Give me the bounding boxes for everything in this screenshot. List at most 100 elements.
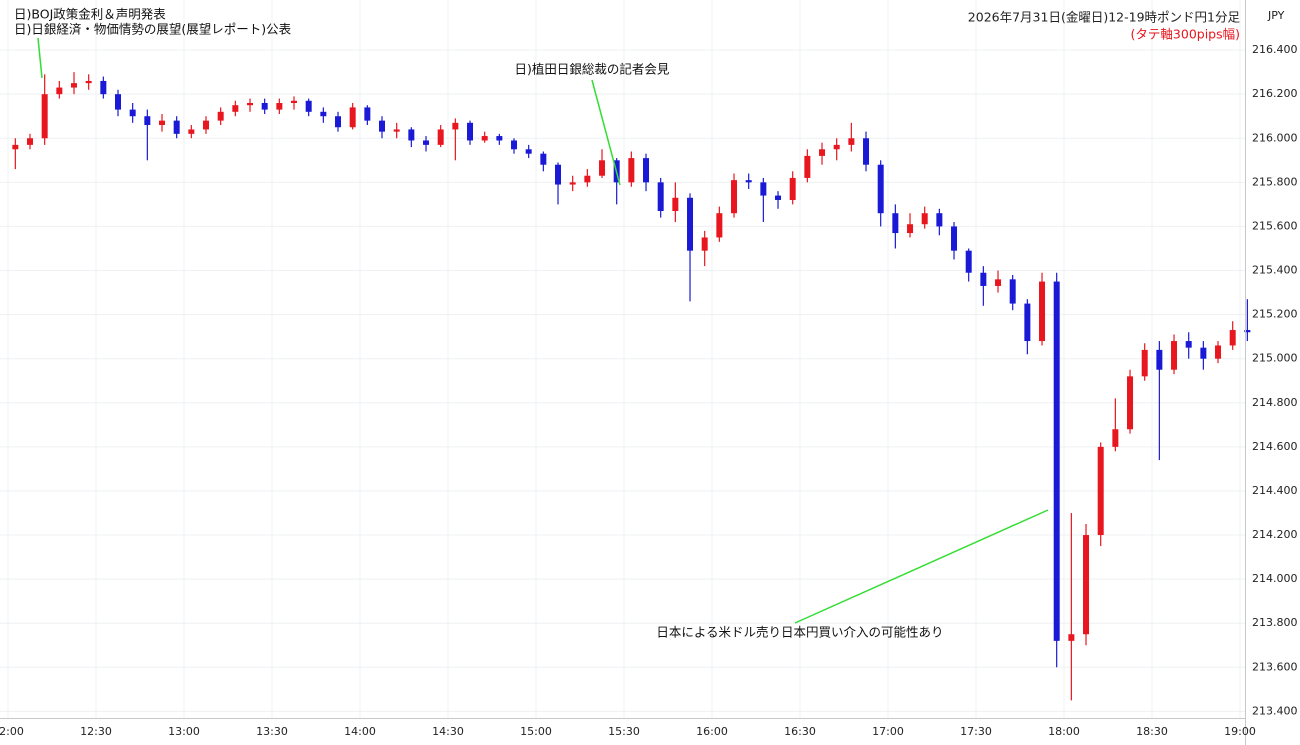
candle-body [995,279,1002,286]
candle-body [1112,429,1119,447]
annotation-pointer [37,37,43,79]
x-tick-label: 15:00 [520,725,552,738]
candle-body [159,120,166,126]
chart-subtitle: (タテ軸300pips幅) [1131,27,1240,42]
candle-body [1127,376,1134,430]
x-tick-label: 16:00 [696,725,728,738]
candle-body [1171,341,1178,370]
candle-body [1009,279,1016,304]
candle-body [540,153,547,165]
candle-body [775,195,782,200]
candle-body [599,160,606,176]
candle-body [951,226,958,251]
annotations: 日)BOJ政策金利＆声明発表 日)日銀経済・物価情勢の展望(展望レポート)公表 … [14,7,1049,640]
grid [0,0,1245,718]
annotation: 日)植田日銀総裁の記者会見 [515,62,670,77]
candle-body [56,87,63,95]
y-tick-label: 213.800 [1252,616,1298,629]
candle-body [1039,281,1046,342]
candle-body [335,116,342,128]
candle-body [1141,349,1148,377]
candle-body [1156,349,1163,370]
candle-body [569,182,576,185]
candle-body [863,138,870,165]
candle-body [760,182,767,196]
y-tick-label: 215.800 [1252,175,1298,188]
candle-body [1024,303,1031,342]
candle-body [555,164,562,185]
candle-body [276,102,283,110]
candle-body [115,94,122,110]
candle-body [496,136,503,141]
candle-body [173,120,180,134]
candle-body [423,140,430,145]
y-tick-label: 216.000 [1252,131,1298,144]
y-tick-label: 214.600 [1252,440,1298,453]
candle-body [364,107,371,121]
candle-body [467,122,474,141]
candle-body [305,100,312,112]
annotation: 日)日銀経済・物価情勢の展望(展望レポート)公表 [14,22,292,37]
candle-body [1229,330,1236,346]
candle-body [379,120,386,132]
y-tick-label: 215.000 [1252,352,1298,365]
y-tick-label: 216.400 [1252,43,1298,56]
candle-body [100,80,107,95]
candle-body [980,272,987,286]
candles [12,72,1251,701]
candle-body [877,164,884,214]
candle-body [1200,347,1207,359]
candle-body [349,107,356,128]
y-tick-label: 214.800 [1252,396,1298,409]
candle-body [85,80,92,84]
candle-body [921,213,928,225]
candle-body [129,109,136,117]
x-tick-label: 18:30 [1136,725,1168,738]
y-tick-label: 214.400 [1252,484,1298,497]
x-tick-label: 13:00 [168,725,200,738]
candle-body [217,111,224,121]
annotation: 日本による米ドル売り日本円買い介入の可能性あり [656,625,943,640]
candle-body [1185,341,1192,348]
y-tick-label: 215.200 [1252,308,1298,321]
candle-body [1097,446,1104,536]
annotation-pointer [591,79,621,186]
candle-body [672,197,679,212]
candle-body [848,138,855,145]
candle-body [1244,330,1251,333]
candle-body [320,111,327,117]
candle-body [393,129,400,132]
x-tick-label: 13:30 [256,725,288,738]
annotation-pointer [794,509,1049,624]
candle-body [907,224,914,234]
candle-body [819,149,826,156]
candle-body [525,149,532,154]
candle-body [1068,634,1075,641]
candle-body [804,155,811,178]
candle-body [188,129,195,134]
candle-body [1083,535,1090,635]
candle-body [628,158,635,183]
x-tick-label: 14:30 [432,725,464,738]
candle-body [701,237,708,251]
candle-body [203,120,210,130]
y-tick-label: 213.400 [1252,704,1298,717]
x-tick-label: 17:30 [960,725,992,738]
x-tick-label: 18:00 [1048,725,1080,738]
candle-body [687,197,694,251]
candle-body [789,177,796,200]
candle-body [511,140,518,150]
candle-body [232,105,239,112]
x-tick-label: 17:00 [872,725,904,738]
x-tick-label: 15:30 [608,725,640,738]
annotation: 日)BOJ政策金利＆声明発表 [14,7,166,22]
candle-body [657,182,664,212]
candle-body [261,102,268,110]
candle-body [833,144,840,150]
candle-body [643,158,650,183]
y-tick-label: 215.600 [1252,219,1298,232]
candle-body [41,94,48,139]
candle-body [71,83,78,88]
